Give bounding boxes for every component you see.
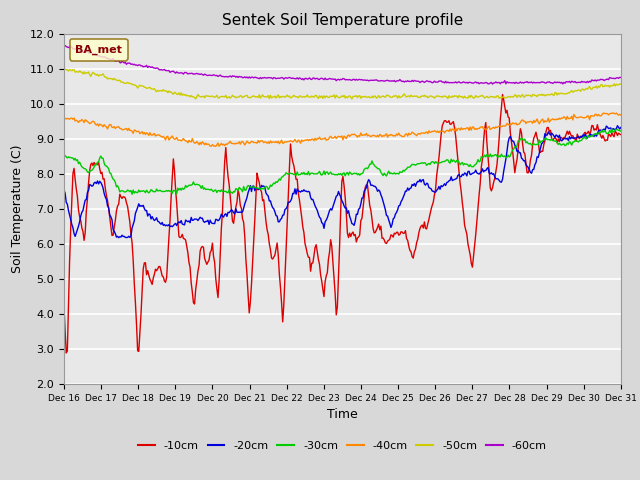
Legend: -10cm, -20cm, -30cm, -40cm, -50cm, -60cm: -10cm, -20cm, -30cm, -40cm, -50cm, -60cm [134,437,551,456]
Y-axis label: Soil Temperature (C): Soil Temperature (C) [11,144,24,273]
Title: Sentek Soil Temperature profile: Sentek Soil Temperature profile [222,13,463,28]
X-axis label: Time: Time [327,408,358,421]
